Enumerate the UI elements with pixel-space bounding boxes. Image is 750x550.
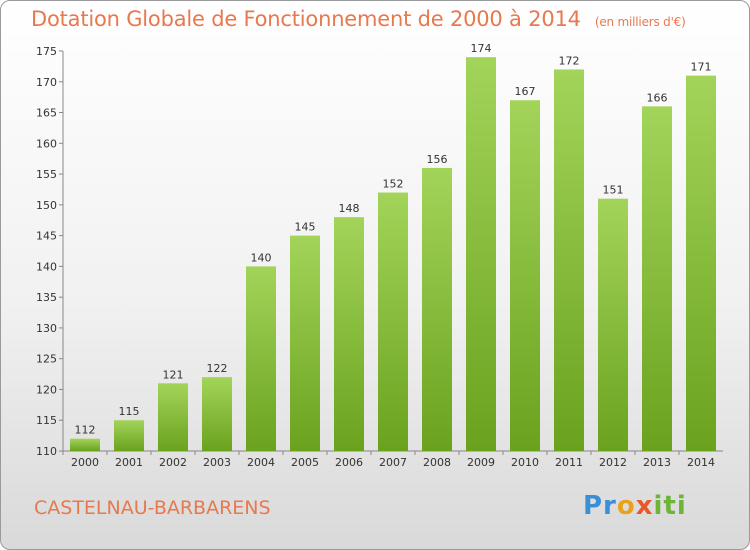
y-tick-label: 115 [36, 414, 57, 427]
x-tick-label: 2007 [379, 456, 407, 469]
data-label-2000: 112 [75, 424, 96, 437]
x-tick-label: 2014 [687, 456, 715, 469]
chart-title: Dotation Globale de Fonctionnement de 20… [31, 7, 686, 31]
data-label-2012: 151 [603, 184, 624, 197]
bar-2001 [114, 420, 144, 451]
bar-2002 [158, 383, 188, 451]
y-tick-label: 165 [36, 107, 57, 120]
data-label-2006: 148 [339, 202, 360, 215]
y-tick-label: 125 [36, 353, 57, 366]
bar-2013 [642, 106, 672, 451]
data-labels: 112 115 121 122 140 145 148 152 156 174 167 172 151 1… [75, 42, 712, 437]
y-tick-label: 140 [36, 260, 57, 273]
bars [70, 57, 716, 452]
bar-2004 [246, 266, 276, 451]
y-axis: 110 115 120 125 130 135 140 145 150 155 160 165 170 1… [36, 45, 64, 458]
data-label-2002: 121 [163, 368, 184, 381]
bar-2007 [378, 192, 408, 452]
data-label-2013: 166 [647, 91, 668, 104]
x-tick-label: 2005 [291, 456, 319, 469]
x-tick-label: 2008 [423, 456, 451, 469]
proxiti-logo[interactable]: Proxiti [583, 491, 687, 521]
data-label-2004: 140 [251, 251, 272, 264]
title-text: Dotation Globale de Fonctionnement de 20… [31, 7, 581, 31]
data-label-2001: 115 [119, 405, 140, 418]
commune-name: CASTELNAU-BARBARENS [34, 497, 271, 519]
x-tick-label: 2010 [511, 456, 539, 469]
data-label-2011: 172 [559, 54, 580, 67]
bar-2012 [598, 198, 628, 451]
x-tick-label: 2000 [71, 456, 99, 469]
y-tick-label: 170 [36, 76, 57, 89]
y-tick-label: 150 [36, 199, 57, 212]
y-tick-label: 110 [36, 445, 57, 458]
bar-2005 [290, 235, 320, 451]
y-tick-label: 120 [36, 383, 57, 396]
x-tick-label: 2011 [555, 456, 583, 469]
x-tick-label: 2009 [467, 456, 495, 469]
bar-2009 [466, 57, 496, 452]
data-label-2009: 174 [471, 42, 492, 55]
x-tick-label: 2002 [159, 456, 187, 469]
x-tick-label: 2006 [335, 456, 363, 469]
x-tick-label: 2001 [115, 456, 143, 469]
y-tick-label: 145 [36, 230, 57, 243]
bar-2014 [686, 75, 716, 451]
data-label-2007: 152 [383, 178, 404, 191]
bar-2008 [422, 167, 452, 451]
bar-2006 [334, 217, 364, 451]
y-tick-label: 160 [36, 137, 57, 150]
data-label-2005: 145 [295, 221, 316, 234]
x-tick-label: 2003 [203, 456, 231, 469]
x-tick-label: 2013 [643, 456, 671, 469]
y-tick-label: 175 [36, 45, 57, 58]
bar-2011 [554, 69, 584, 451]
x-tick-label: 2012 [599, 456, 627, 469]
data-label-2010: 167 [515, 85, 536, 98]
x-tick-label: 2004 [247, 456, 275, 469]
bar-2010 [510, 100, 540, 451]
y-tick-label: 155 [36, 168, 57, 181]
x-axis: 2000 2001 2002 2003 2004 2005 2006 2007 2008 2009… [62, 450, 723, 469]
data-label-2014: 171 [691, 61, 712, 74]
bar-2003 [202, 377, 232, 451]
data-label-2008: 156 [427, 153, 448, 166]
data-label-2003: 122 [207, 362, 228, 375]
y-tick-label: 135 [36, 291, 57, 304]
y-tick-label: 130 [36, 322, 57, 335]
title-unit: (en milliers d'€) [594, 15, 686, 29]
bar-2000 [70, 438, 100, 451]
